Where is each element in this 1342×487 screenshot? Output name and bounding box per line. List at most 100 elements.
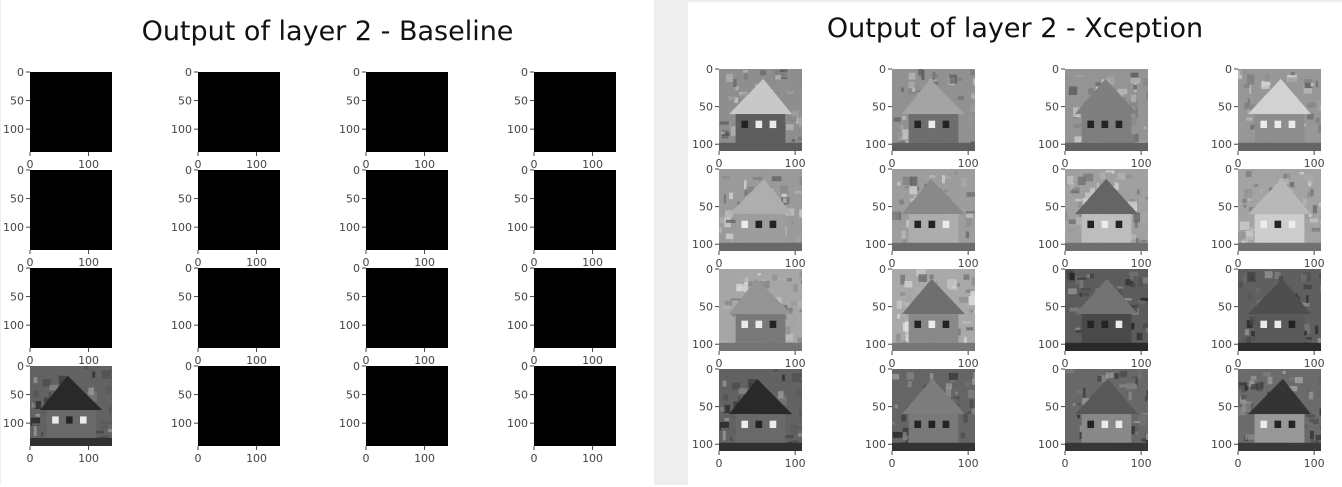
feature-texture — [1303, 84, 1312, 94]
feature-texture — [1125, 174, 1132, 179]
feature-texture — [1117, 286, 1124, 289]
feature-texture — [907, 381, 912, 388]
feature-texture — [1119, 384, 1127, 388]
feature-roof — [1074, 78, 1139, 115]
x-tick-label: 100 — [785, 257, 806, 270]
x-tick-label: 100 — [1131, 457, 1152, 470]
feature-texture — [789, 428, 798, 431]
feature-texture — [1070, 190, 1079, 194]
feature-texture — [1097, 375, 1102, 382]
feature-texture — [892, 211, 901, 221]
x-tick-label: 0 — [1235, 257, 1242, 270]
feature-texture — [784, 435, 794, 439]
feature-texture — [1130, 282, 1136, 288]
feature-texture — [905, 440, 908, 443]
feature-texture — [1319, 105, 1321, 111]
feature-texture — [720, 406, 725, 412]
feature-texture — [902, 431, 907, 441]
feature-roof — [901, 378, 966, 415]
feature-texture — [772, 275, 778, 281]
y-tick-label: 100 — [507, 319, 528, 332]
feature-texture — [106, 385, 112, 394]
feature-texture — [744, 277, 749, 286]
feature-texture — [1318, 123, 1321, 134]
feature-texture — [1143, 126, 1147, 129]
feature-texture — [1312, 389, 1319, 392]
feature-texture — [801, 75, 802, 84]
feature-texture — [1070, 408, 1073, 412]
blank-feature-map — [366, 170, 448, 250]
feature-texture — [972, 328, 975, 335]
feature-texture — [1305, 295, 1309, 304]
y-tick-label: 0 — [706, 163, 713, 176]
x-tick-label: 0 — [1062, 457, 1069, 470]
feature-texture — [786, 307, 793, 314]
feature-texture — [784, 333, 794, 342]
feature-texture — [773, 369, 778, 372]
feature-texture — [1137, 300, 1146, 304]
feature-texture — [974, 103, 975, 112]
feature-texture — [1083, 173, 1094, 182]
feature-texture — [913, 89, 924, 93]
y-tick-label: 100 — [692, 238, 713, 251]
feature-texture — [1303, 284, 1312, 290]
feature-texture — [967, 410, 972, 414]
y-tick-label: 0 — [185, 262, 192, 275]
feature-texture — [1307, 191, 1311, 199]
feature-house-body — [1254, 314, 1305, 343]
y-tick-label: 100 — [1211, 138, 1232, 151]
feature-texture — [970, 69, 975, 76]
feature-texture — [60, 445, 67, 446]
feature-texture — [722, 394, 728, 401]
blank-feature-map — [30, 268, 112, 348]
feature-roof — [1247, 278, 1312, 315]
y-tick-label: 100 — [339, 123, 360, 136]
feature-texture — [963, 274, 970, 280]
feature-texture — [1239, 202, 1249, 205]
feature-window — [755, 120, 763, 129]
y-tick-label: 100 — [1211, 338, 1232, 351]
feature-texture — [1306, 386, 1309, 395]
feature-texture — [921, 69, 925, 80]
feature-texture — [1238, 282, 1243, 288]
feature-texture — [1308, 391, 1314, 400]
feature-texture — [1308, 213, 1312, 217]
feature-texture — [945, 387, 952, 398]
feature-house-body — [908, 314, 959, 343]
x-tick-label: 0 — [1062, 357, 1069, 370]
feature-texture — [723, 304, 730, 310]
feature-texture — [780, 185, 789, 195]
feature-texture — [728, 96, 737, 100]
y-tick-label: 50 — [1218, 401, 1232, 414]
y-tick-label: 100 — [1211, 238, 1232, 251]
feature-texture — [88, 387, 94, 395]
y-tick-label: 100 — [339, 319, 360, 332]
feature-texture — [1241, 401, 1252, 412]
feature-texture — [1289, 377, 1299, 382]
subplot-2-2: 0 50 100 0 100 — [339, 262, 448, 367]
feature-texture — [1269, 350, 1274, 351]
feature-texture — [735, 85, 739, 91]
x-tick-label: 100 — [958, 257, 979, 270]
feature-texture — [1302, 198, 1307, 205]
feature-house-body — [735, 414, 786, 443]
feature-texture — [1072, 403, 1076, 407]
feature-texture — [1259, 188, 1263, 195]
feature-texture — [1080, 449, 1088, 451]
feature-texture — [726, 73, 733, 83]
feature-texture — [1249, 85, 1252, 95]
y-tick-label: 50 — [10, 193, 24, 206]
x-tick-label: 0 — [27, 158, 34, 171]
feature-window — [1101, 320, 1109, 329]
feature-texture — [1126, 250, 1131, 251]
feature-texture — [1296, 296, 1301, 301]
feature-texture — [1143, 78, 1148, 87]
feature-window — [1115, 220, 1123, 229]
y-tick-label: 100 — [339, 417, 360, 430]
baseline-figure-title: Output of layer 2 - Baseline — [141, 16, 514, 47]
feature-window — [52, 416, 59, 424]
x-tick-label: 100 — [78, 158, 99, 171]
y-tick-label: 0 — [706, 263, 713, 276]
